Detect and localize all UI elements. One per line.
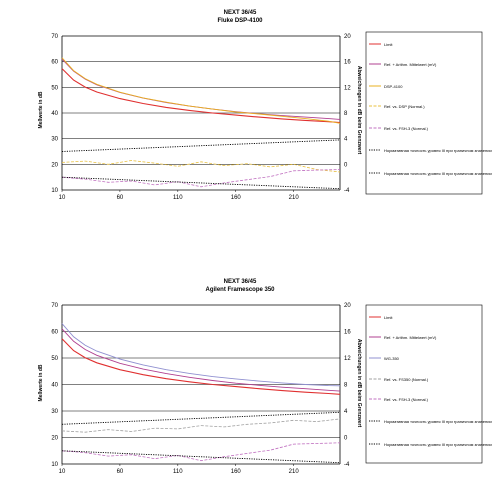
series-line-accuracy	[61, 411, 341, 425]
x-tick-label: 160	[231, 195, 242, 201]
y-tick-label-left: 20	[51, 162, 58, 168]
y-tick-label-left: 30	[51, 137, 58, 143]
legend-label-fsh3-vs-ref: Ref. vs. FSH-3 (Normal.)	[384, 126, 429, 131]
chart-title-line2: Agilent Framescope 350	[205, 287, 275, 293]
series-line-device	[61, 57, 341, 124]
y-tick-label-left: 10	[51, 188, 58, 194]
series-line-fsh3-vs-ref	[61, 169, 341, 188]
series-line-fsh3-vs-ref	[61, 442, 341, 462]
series-line-dev-vs-ref	[61, 418, 341, 433]
x-tick-label: 10	[59, 469, 66, 475]
y-tick-label-left: 50	[51, 85, 58, 91]
plot-area: 10 20 30 40 50 60 70 -4 0 4 8 12 16 20 10 60 110 160 210	[51, 303, 351, 475]
legend-label-accuracy-lower: Нормативная точность уровня III при гран…	[384, 171, 492, 176]
plot-area: 10 20 30 40 50 60 70 -4 0 4 8 12 16 20 10 60 110 160 210	[51, 34, 351, 201]
y-tick-label-left: 70	[51, 303, 58, 309]
legend-label-fsh3-vs-ref: Ref. vs. FSH-3 (Normal.)	[384, 397, 429, 402]
series-line-reference	[61, 58, 341, 120]
chart-panel-agilent: NEXT 36/45 Agilent Framescope 350 Meßwer…	[0, 243, 497, 486]
y-tick-label-left: 10	[51, 462, 58, 468]
legend-label-accuracy-upper: Нормативная точность уровня III при гран…	[384, 148, 492, 153]
series-line-dev-vs-ref	[61, 160, 341, 173]
legend-box	[365, 304, 483, 464]
x-tick-label: 160	[231, 469, 242, 475]
y-tick-label-right: 0	[344, 436, 348, 442]
y-tick-label-left: 50	[51, 356, 58, 362]
series-line-limit	[61, 68, 341, 124]
x-tick-label: 60	[117, 469, 124, 475]
chart-title-line2: Fluke DSP-4100	[217, 18, 263, 24]
y-tick-label-right: 4	[344, 137, 348, 143]
y-tick-label-right: 20	[344, 303, 351, 309]
y-tick-label-left: 60	[51, 330, 58, 336]
legend-label-limit: Limit	[384, 315, 393, 320]
legend-label-device: WG-350	[384, 356, 400, 361]
y-tick-label-left: 20	[51, 436, 58, 442]
legend-box	[365, 31, 483, 195]
y-tick-label-right: 4	[344, 409, 348, 415]
legend-label-dev-vs-ref: Ref. vs. DSP (Normal.)	[384, 104, 425, 109]
legend-label-dev-vs-ref: Ref. vs. FS350 (Normal.)	[384, 377, 429, 382]
y-tick-label-left: 30	[51, 409, 58, 415]
chart-title-line1: NEXT 36/45	[224, 279, 257, 285]
y-tick-label-right: 8	[344, 111, 348, 117]
chart-agilent-framescope350: NEXT 36/45 Agilent Framescope 350 Meßwer…	[38, 279, 492, 475]
x-tick-label: 110	[173, 469, 183, 475]
x-tick-label: 210	[289, 469, 300, 475]
legend-label-reference: Ref. + Arithm. Mittelwert (mV)	[384, 62, 437, 67]
y-axis-label-right: Abweichungen in dB beim Grenzwert	[356, 339, 362, 428]
legend-label-accuracy-lower: Нормативная точность уровня III при гран…	[384, 442, 492, 447]
series-line-reference	[61, 328, 341, 392]
y-tick-label-right: 12	[344, 356, 351, 362]
y-tick-label-left: 40	[51, 111, 58, 117]
legend-label-reference: Ref. + Arithm. Mittelwert (mV)	[384, 335, 437, 340]
series-line-limit	[61, 338, 341, 395]
series-line-accuracy	[61, 450, 341, 464]
chart-title-line1: NEXT 36/45	[224, 10, 257, 16]
x-tick-label: 10	[59, 195, 66, 201]
legend-label-accuracy-upper: Нормативная точность уровня III при гран…	[384, 419, 492, 424]
series-line-accuracy	[61, 176, 341, 190]
x-tick-label: 210	[289, 195, 300, 201]
legend-label-limit: Limit	[384, 42, 393, 47]
y-tick-label-right: 16	[344, 330, 351, 336]
x-tick-label: 60	[117, 195, 124, 201]
legend-label-device: DSP-4100	[384, 84, 403, 89]
y-axis-label-right: Abweichungen in dB beim Grenzwert	[356, 66, 362, 155]
y-tick-label-right: 8	[344, 383, 348, 389]
y-tick-label-right: 20	[344, 34, 351, 40]
y-axis-label-left: Meßwerte in dB	[38, 91, 44, 128]
chart-panel-fluke: NEXT 36/45 Fluke DSP-4100 Meßwerte in dB…	[38, 10, 492, 201]
y-tick-label-right: 12	[344, 85, 351, 91]
series-line-accuracy	[61, 139, 341, 152]
y-axis-label-left: Meßwerte in dB	[38, 364, 44, 401]
y-tick-label-right: -4	[344, 188, 350, 194]
x-tick-label: 110	[173, 195, 183, 201]
chart-fluke-dsp4100: NEXT 36/45 Fluke DSP-4100 Meßwerte in dB…	[38, 10, 492, 201]
series-line-device	[61, 323, 341, 387]
y-tick-label-left: 60	[51, 60, 58, 66]
y-tick-label-right: 0	[344, 162, 348, 168]
y-tick-label-right: -4	[344, 462, 350, 468]
y-tick-label-left: 70	[51, 34, 58, 40]
y-tick-label-left: 40	[51, 383, 58, 389]
y-tick-label-right: 16	[344, 60, 351, 66]
